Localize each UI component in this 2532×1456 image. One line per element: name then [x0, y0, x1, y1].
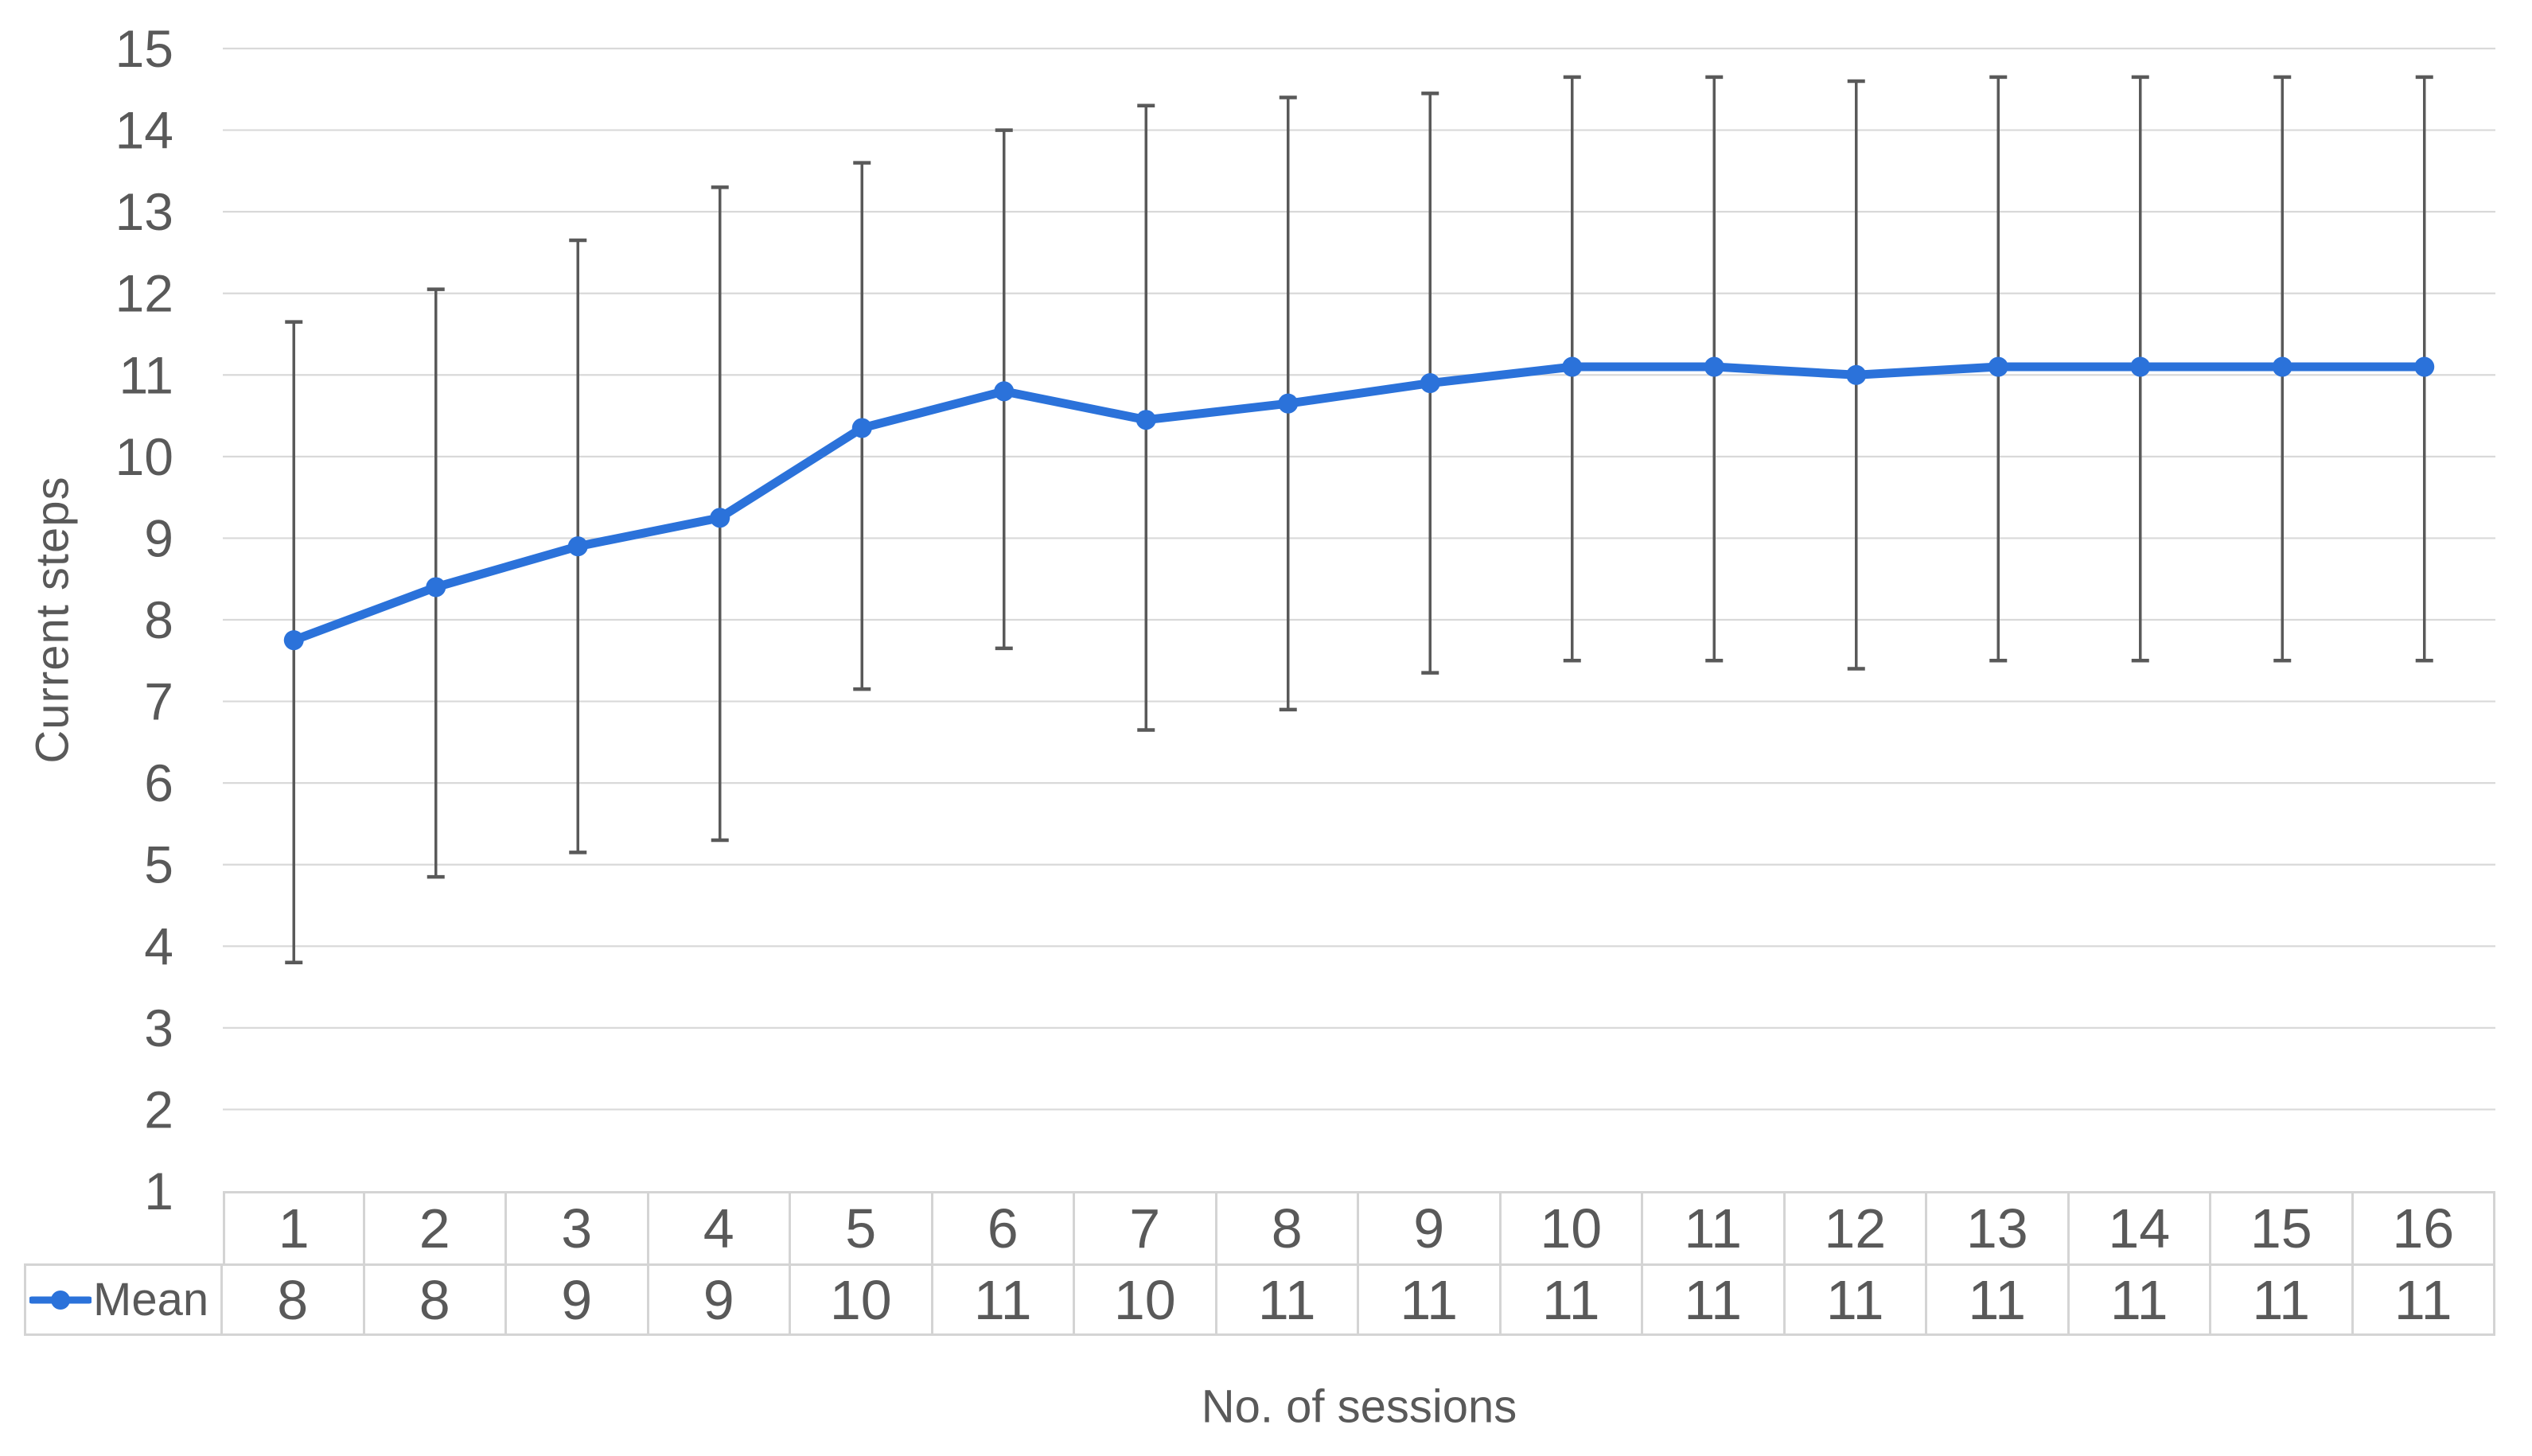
- y-axis-tick-label: 14: [115, 101, 173, 160]
- y-axis-tick-label: 1: [144, 1162, 173, 1220]
- legend-cell-mean: Mean: [24, 1263, 223, 1336]
- table-mean-value-cell: 11: [1643, 1263, 1786, 1336]
- mean-series-legend-marker-icon: [29, 1290, 92, 1310]
- table-header-cell: 16: [2353, 1191, 2495, 1263]
- mean-series-point-marker: [1988, 356, 2008, 377]
- table-header-cell: 2: [364, 1191, 507, 1263]
- table-header-cell: 14: [2069, 1191, 2211, 1263]
- table-mean-value-cell: 9: [507, 1263, 649, 1336]
- table-header-cell: 3: [507, 1191, 649, 1263]
- mean-series-line: [289, 362, 2429, 645]
- mean-series-point-marker: [567, 536, 588, 557]
- mean-series-point-marker: [2130, 356, 2151, 377]
- table-mean-value-cell: 10: [1075, 1263, 1217, 1336]
- y-axis-tick-label: 15: [115, 19, 173, 78]
- table-header-cell: 1: [223, 1191, 365, 1263]
- table-mean-value-cell: 9: [649, 1263, 791, 1336]
- table-header-cell: 6: [933, 1191, 1075, 1263]
- y-axis-tick-label: 7: [144, 672, 173, 731]
- mean-series-point-marker: [1704, 356, 1724, 377]
- mean-series-point-marker: [1278, 393, 1299, 414]
- table-header-cell: 11: [1643, 1191, 1786, 1263]
- table-header-cell: 9: [1359, 1191, 1502, 1263]
- table-header-cell: 8: [1217, 1191, 1359, 1263]
- y-axis-tick-label: 5: [144, 835, 173, 894]
- y-axis-tick-label: 2: [144, 1080, 173, 1139]
- x-axis-title: No. of sessions: [1201, 1380, 1517, 1433]
- table-header-cell: 5: [791, 1191, 933, 1263]
- mean-series-point-marker: [1846, 364, 1867, 385]
- legend-label: Mean: [93, 1274, 209, 1326]
- table-mean-value-cell: 8: [223, 1263, 365, 1336]
- table-header-cell: 12: [1785, 1191, 1927, 1263]
- y-axis-tick-label: 3: [144, 999, 173, 1057]
- mean-series-point-marker: [1420, 373, 1440, 394]
- mean-series-point-marker: [994, 381, 1015, 402]
- mean-series-point-marker: [1562, 356, 1583, 377]
- mean-series-point-marker: [1136, 410, 1156, 430]
- mean-series-point-marker: [710, 508, 730, 528]
- table-mean-value-cell: 11: [2353, 1263, 2495, 1336]
- table-mean-value-cell: 11: [1927, 1263, 2070, 1336]
- y-axis-tick-label: 9: [144, 508, 173, 567]
- table-header-cell: 13: [1927, 1191, 2070, 1263]
- mean-series-point-marker: [426, 577, 446, 598]
- table-mean-value-cell: 10: [791, 1263, 933, 1336]
- table-mean-value-cell: 11: [2069, 1263, 2211, 1336]
- y-axis-tick-label: 10: [115, 427, 173, 486]
- table-header-cell: 10: [1501, 1191, 1643, 1263]
- table-mean-value-cell: 11: [933, 1263, 1075, 1336]
- table-mean-value-cell: 11: [1359, 1263, 1502, 1336]
- mean-series-point-marker: [283, 630, 304, 651]
- table-header-cell: 15: [2211, 1191, 2354, 1263]
- table-header-cell: 4: [649, 1191, 791, 1263]
- y-axis-tick-label: 4: [144, 917, 173, 975]
- table-header-cell: 7: [1075, 1191, 1217, 1263]
- y-axis-tick-label: 13: [115, 182, 173, 241]
- y-axis-tick-label: 12: [115, 264, 173, 323]
- mean-series-point-marker: [2414, 356, 2435, 377]
- table-mean-value-cell: 11: [2211, 1263, 2354, 1336]
- table-mean-value-cell: 8: [364, 1263, 507, 1336]
- table-mean-value-cell: 11: [1785, 1263, 1927, 1336]
- table-mean-value-cell: 11: [1501, 1263, 1643, 1336]
- y-axis-tick-label: 8: [144, 590, 173, 649]
- y-axis-tick-label: 11: [119, 345, 173, 404]
- table-mean-value-cell: 11: [1217, 1263, 1359, 1336]
- mean-series-point-marker: [851, 418, 872, 438]
- y-axis-tick-label: 6: [144, 753, 173, 812]
- mean-series-point-marker: [2272, 356, 2292, 377]
